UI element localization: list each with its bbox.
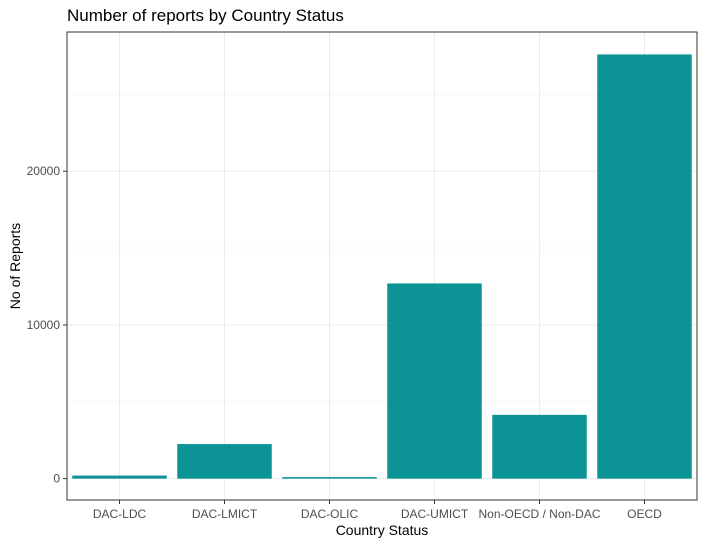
y-tick-label: 20000 bbox=[27, 164, 61, 178]
bar bbox=[492, 414, 587, 479]
bar bbox=[282, 477, 377, 479]
y-tick-label: 10000 bbox=[27, 318, 61, 332]
x-tick-label: DAC-LMICT bbox=[192, 507, 258, 521]
bars bbox=[72, 54, 692, 479]
y-axis: 0 10000 20000 bbox=[27, 164, 67, 486]
x-tick-label: DAC-OLIC bbox=[301, 507, 359, 521]
x-axis: DAC-LDC DAC-LMICT DAC-OLIC DAC-UMICT Non-OEC… bbox=[93, 500, 662, 521]
x-tick-label: OECD bbox=[627, 507, 662, 521]
bar bbox=[387, 283, 482, 479]
x-tick-label: DAC-LDC bbox=[93, 507, 147, 521]
chart-title: Number of reports by Country Status bbox=[67, 6, 344, 25]
y-tick-label: 0 bbox=[53, 472, 60, 486]
bar bbox=[72, 475, 167, 479]
x-tick-label: Non-OECD / Non-DAC bbox=[478, 507, 600, 521]
x-axis-title: Country Status bbox=[336, 522, 429, 538]
plot-panel-border bbox=[66, 31, 698, 501]
bar bbox=[177, 444, 272, 479]
x-tick-label: DAC-UMICT bbox=[401, 507, 469, 521]
y-axis-title: No of Reports bbox=[7, 223, 23, 309]
bar bbox=[597, 54, 692, 479]
